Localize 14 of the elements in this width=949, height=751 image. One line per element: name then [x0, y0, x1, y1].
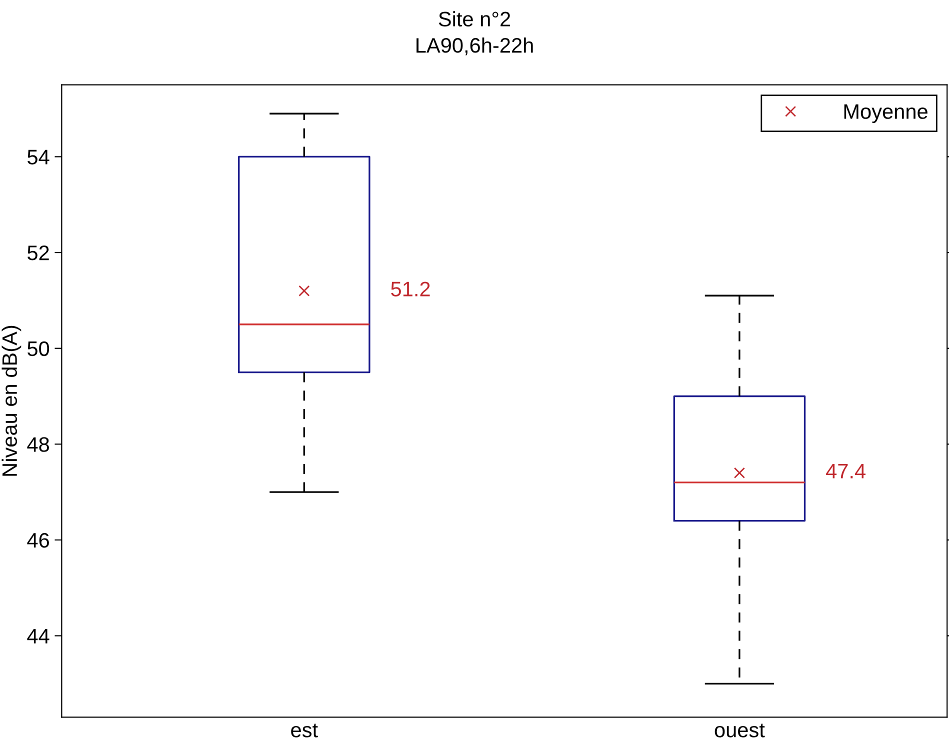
y-tick-label: 52	[28, 246, 49, 260]
x-tick-label: ouest	[714, 724, 765, 738]
annotation: 51.2	[391, 282, 430, 296]
legend-label: Moyenne	[844, 104, 928, 124]
y-axis-title: Niveau en dB(A)	[2, 326, 22, 476]
annotation: 47.4	[826, 464, 866, 478]
chart-title: Site n°2	[438, 11, 510, 26]
y-tick-label: 46	[27, 532, 49, 548]
y-tick-label: 54	[28, 150, 50, 164]
chart-subtitle: LA90,6h-22h	[416, 37, 533, 56]
y-tick-label: 48	[27, 437, 49, 452]
y-tick-label: 44	[27, 628, 50, 644]
x-tick-label: est	[291, 724, 318, 738]
y-tick-label: 50	[28, 341, 50, 356]
